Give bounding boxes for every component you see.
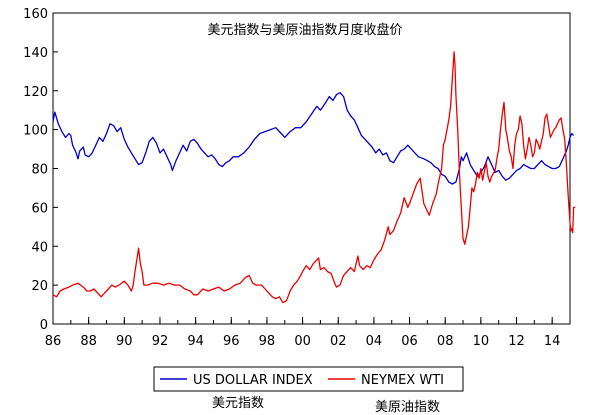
x-axis: 86 88 90 92 94 96 98 00 02 04 06 08 10 12 14 xyxy=(45,317,571,349)
x-tick-label-92: 92 xyxy=(152,334,169,349)
x-tick-label-12: 12 xyxy=(508,334,525,349)
legend-label-neymex-wti: NEYMEX WTI xyxy=(361,373,444,388)
y-tick-label-160: 160 xyxy=(23,7,48,22)
y-axis: 0 20 40 60 80 100 120 140 160 xyxy=(23,7,58,333)
x-tick-label-00: 00 xyxy=(294,334,311,349)
y-tick-label-0: 0 xyxy=(40,318,48,333)
series-line-us-dollar-index xyxy=(52,92,575,185)
y-tick-label-40: 40 xyxy=(31,240,48,255)
y-tick-label-60: 60 xyxy=(31,201,48,216)
legend-box xyxy=(153,366,464,392)
x-tick-label-10: 10 xyxy=(473,334,490,349)
plot-frame xyxy=(52,12,571,325)
x-tick-label-94: 94 xyxy=(187,334,204,349)
x-tick-label-02: 02 xyxy=(330,334,347,349)
x-tick-label-14: 14 xyxy=(544,334,561,349)
y-tick-label-140: 140 xyxy=(23,46,48,61)
legend: US DOLLAR INDEX NEYMEX WTI xyxy=(153,366,464,392)
x-tick-label-90: 90 xyxy=(116,334,133,349)
x-tick-label-86: 86 xyxy=(45,334,62,349)
x-tick-label-88: 88 xyxy=(80,334,97,349)
y-tick-label-100: 100 xyxy=(23,124,48,139)
x-tick-label-98: 98 xyxy=(259,334,276,349)
series-layer xyxy=(52,51,576,304)
x-tick-label-06: 06 xyxy=(401,334,418,349)
y-tick-label-80: 80 xyxy=(31,163,48,178)
x-tick-label-08: 08 xyxy=(437,334,454,349)
y-tick-label-20: 20 xyxy=(31,279,48,294)
legend-label-us-dollar-index: US DOLLAR INDEX xyxy=(193,373,313,388)
chart-title: 美元指数与美原油指数月度收盘价 xyxy=(207,22,402,38)
series-line-neymex-wti xyxy=(52,51,576,304)
caption-dollar-index: 美元指数 xyxy=(212,396,265,411)
x-tick-label-04: 04 xyxy=(366,334,383,349)
x-tick-label-96: 96 xyxy=(223,334,240,349)
caption-crude-oil-index: 美原油指数 xyxy=(375,400,441,415)
y-tick-label-120: 120 xyxy=(23,85,48,100)
